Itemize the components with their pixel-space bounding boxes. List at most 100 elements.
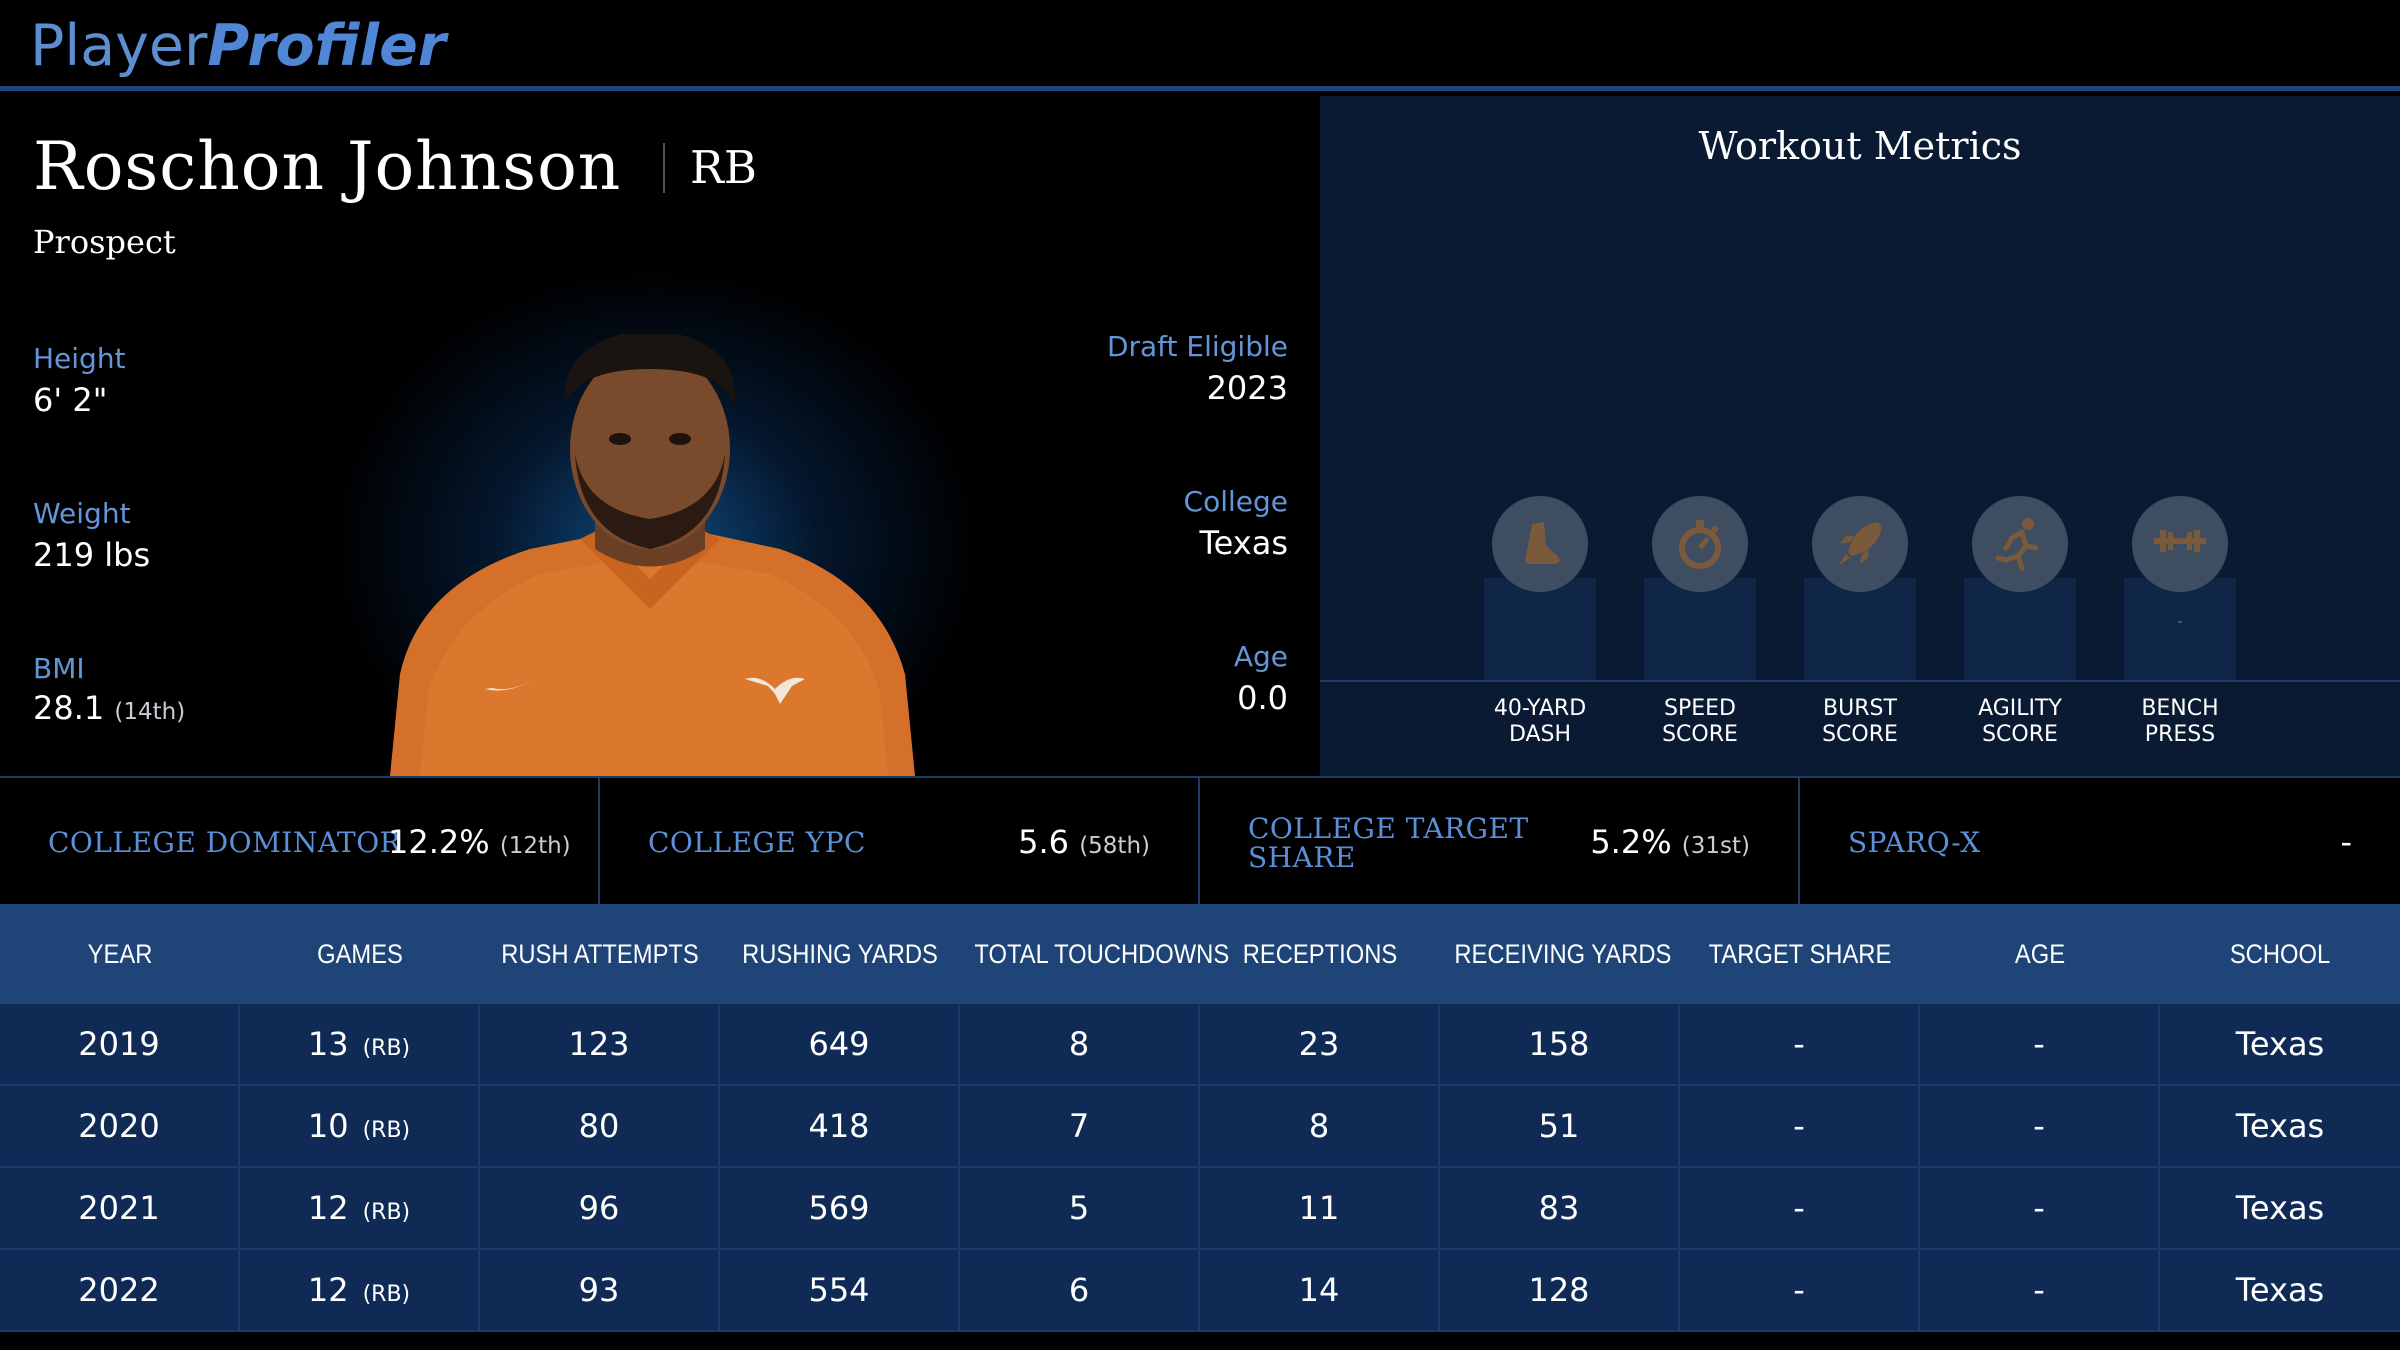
cell-total-touchdowns: 8 bbox=[960, 1004, 1200, 1084]
games-position: (RB) bbox=[362, 1036, 411, 1061]
games-position: (RB) bbox=[362, 1282, 411, 1307]
th-rushing-yards[interactable]: RUSHING YARDS bbox=[742, 939, 938, 969]
cell-receiving-yards: 158 bbox=[1440, 1004, 1680, 1084]
cell-target-share: - bbox=[1680, 1250, 1920, 1330]
metric-label: 40-YARD DASH bbox=[1493, 696, 1587, 747]
cell-rush-attempts: 93 bbox=[480, 1250, 720, 1330]
cell-receptions: 8 bbox=[1200, 1086, 1440, 1166]
metric-bar bbox=[2124, 578, 2236, 680]
stat-label: SPARQ-X bbox=[1848, 826, 1981, 859]
th-school[interactable]: SCHOOL bbox=[2229, 939, 2331, 969]
bmi-number: 28.1 bbox=[33, 689, 105, 727]
workout-title: Workout Metrics bbox=[1698, 124, 2022, 168]
cell-receptions: 14 bbox=[1200, 1250, 1440, 1330]
cell-rushing-yards: 649 bbox=[720, 1004, 960, 1084]
th-year[interactable]: YEAR bbox=[87, 939, 153, 969]
stat-label: COLLEGE TARGET SHARE bbox=[1248, 812, 1529, 874]
stat-college-dominator: COLLEGE DOMINATOR 12.2% (12th) bbox=[0, 778, 600, 906]
cell-rushing-yards: 418 bbox=[720, 1086, 960, 1166]
cell-target-share: - bbox=[1680, 1004, 1920, 1084]
logo-player: Player bbox=[30, 13, 208, 79]
th-receptions[interactable]: RECEPTIONS bbox=[1242, 939, 1398, 969]
rocket-icon bbox=[1812, 496, 1908, 592]
stopwatch-icon bbox=[1652, 496, 1748, 592]
th-target-share[interactable]: TARGET SHARE bbox=[1708, 939, 1892, 969]
cell-rushing-yards: 554 bbox=[720, 1250, 960, 1330]
draft-value: 2023 bbox=[1206, 369, 1288, 407]
games-position: (RB) bbox=[362, 1118, 411, 1143]
runner-icon bbox=[1972, 496, 2068, 592]
player-position: RB bbox=[690, 141, 757, 194]
th-games[interactable]: GAMES bbox=[317, 939, 403, 969]
cell-target-share: - bbox=[1680, 1168, 1920, 1248]
player-photo bbox=[390, 334, 915, 776]
games-position: (RB) bbox=[362, 1200, 411, 1225]
college-label: College bbox=[1183, 485, 1288, 518]
stat-number: 5.6 bbox=[1018, 823, 1070, 861]
cell-total-touchdowns: 6 bbox=[960, 1250, 1200, 1330]
cell-games: 12 (RB) bbox=[240, 1168, 480, 1248]
stat-number: 5.2% bbox=[1590, 823, 1672, 861]
shoe-icon bbox=[1492, 496, 1588, 592]
player-profile-panel: Roschon Johnson RB Prospect Height 6' 2"… bbox=[0, 96, 1320, 776]
cell-age: - bbox=[1920, 1086, 2160, 1166]
table-row: 2022 12 (RB) 93 554 6 14 128 - - Texas bbox=[0, 1250, 2400, 1332]
th-rush-attempts[interactable]: RUSH ATTEMPTS bbox=[501, 939, 699, 969]
stat-number: 12.2% bbox=[388, 823, 490, 861]
cell-receiving-yards: 51 bbox=[1440, 1086, 1680, 1166]
age-label: Age bbox=[1233, 640, 1288, 673]
cell-total-touchdowns: 7 bbox=[960, 1086, 1200, 1166]
barbell-icon bbox=[2132, 496, 2228, 592]
name-divider bbox=[663, 143, 665, 193]
th-receiving-yards[interactable]: RECEIVING YARDS bbox=[1454, 939, 1672, 969]
cell-total-touchdowns: 5 bbox=[960, 1168, 1200, 1248]
cell-school: Texas bbox=[2235, 1271, 2325, 1309]
weight-label: Weight bbox=[33, 497, 131, 530]
college-stats-table: YEAR GAMES RUSH ATTEMPTS RUSHING YARDS T… bbox=[0, 904, 2400, 1340]
metric-bar bbox=[1804, 578, 1916, 680]
weight-value: 219 lbs bbox=[33, 536, 151, 574]
stat-rank: (31st) bbox=[1681, 833, 1750, 859]
cell-age: - bbox=[1920, 1168, 2160, 1248]
games-count: 12 bbox=[307, 1189, 349, 1227]
metric-bar bbox=[1964, 578, 2076, 680]
table-row: 2021 12 (RB) 96 569 5 11 83 - - Texas bbox=[0, 1168, 2400, 1250]
cell-target-share: - bbox=[1680, 1086, 1920, 1166]
cell-year: 2019 bbox=[0, 1004, 240, 1084]
cell-age: - bbox=[1920, 1004, 2160, 1084]
table-header: YEAR GAMES RUSH ATTEMPTS RUSHING YARDS T… bbox=[0, 904, 2400, 1004]
cell-school: Texas bbox=[2235, 1189, 2325, 1227]
cell-school: Texas bbox=[2235, 1025, 2325, 1063]
cell-year: 2022 bbox=[0, 1250, 240, 1330]
workout-metrics-panel: Workout Metrics 40-YARD DASH SPEED SCORE… bbox=[1320, 96, 2400, 776]
cell-year: 2021 bbox=[0, 1168, 240, 1248]
games-count: 10 bbox=[307, 1107, 349, 1145]
cell-games: 12 (RB) bbox=[240, 1250, 480, 1330]
college-value: Texas bbox=[1199, 524, 1288, 562]
cell-receptions: 23 bbox=[1200, 1004, 1440, 1084]
metric-label: BENCH PRESS bbox=[2141, 696, 2219, 747]
cell-year: 2020 bbox=[0, 1086, 240, 1166]
cell-receiving-yards: 128 bbox=[1440, 1250, 1680, 1330]
cell-receptions: 11 bbox=[1200, 1168, 1440, 1248]
bottom-strip bbox=[0, 1340, 2400, 1350]
stat-college-target-share: COLLEGE TARGET SHARE 5.2% (31st) bbox=[1200, 778, 1800, 906]
workout-baseline bbox=[1320, 680, 2400, 682]
logo[interactable]: PlayerProfiler bbox=[30, 14, 446, 78]
metric-bar bbox=[1484, 578, 1596, 680]
metric-bar bbox=[1644, 578, 1756, 680]
th-total-touchdowns[interactable]: TOTAL TOUCHDOWNS bbox=[974, 939, 1230, 969]
height-value: 6' 2" bbox=[33, 381, 108, 419]
bench-press-value: - bbox=[2177, 614, 2183, 630]
height-label: Height bbox=[33, 342, 126, 375]
stat-rank: (12th) bbox=[499, 833, 571, 859]
cell-age: - bbox=[1920, 1250, 2160, 1330]
th-age[interactable]: AGE bbox=[2014, 939, 2066, 969]
stat-label: COLLEGE YPC bbox=[648, 826, 866, 859]
cell-rush-attempts: 123 bbox=[480, 1004, 720, 1084]
bmi-value: 28.1 (14th) bbox=[33, 688, 185, 732]
draft-label: Draft Eligible bbox=[1106, 330, 1288, 363]
stat-college-ypc: COLLEGE YPC 5.6 (58th) bbox=[600, 778, 1200, 906]
table-row: 2020 10 (RB) 80 418 7 8 51 - - Texas bbox=[0, 1086, 2400, 1168]
cell-rush-attempts: 96 bbox=[480, 1168, 720, 1248]
